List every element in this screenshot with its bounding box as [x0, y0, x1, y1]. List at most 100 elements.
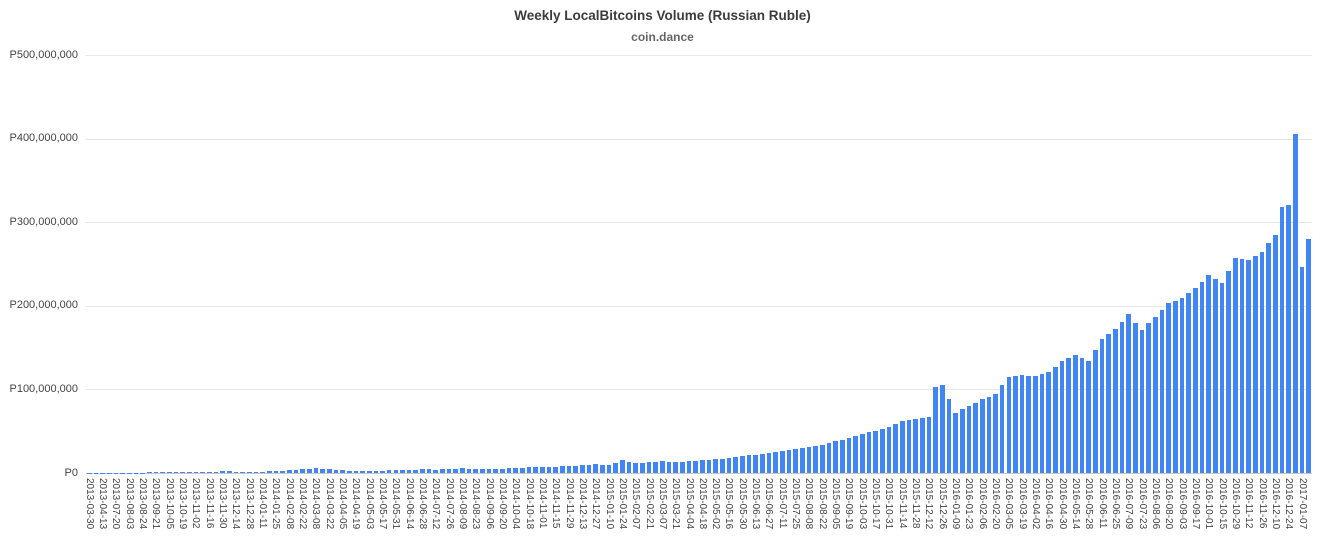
volume-bar[interactable] — [806, 447, 812, 473]
volume-bar[interactable] — [873, 431, 878, 473]
volume-bar[interactable] — [480, 468, 485, 473]
volume-bar[interactable] — [1159, 309, 1165, 473]
volume-bar[interactable] — [966, 406, 972, 473]
volume-bar[interactable] — [566, 466, 572, 473]
volume-bar[interactable] — [473, 468, 479, 473]
volume-bar[interactable] — [266, 471, 272, 473]
volume-bar[interactable] — [893, 424, 898, 473]
volume-bar[interactable] — [180, 472, 185, 473]
volume-bar[interactable] — [646, 462, 652, 473]
volume-bar[interactable] — [240, 471, 245, 473]
volume-bar[interactable] — [1146, 323, 1152, 473]
volume-bar[interactable] — [426, 469, 432, 473]
volume-bar[interactable] — [580, 465, 585, 473]
volume-bar[interactable] — [1059, 360, 1065, 473]
volume-bar[interactable] — [1286, 204, 1291, 473]
volume-bar[interactable] — [1219, 283, 1225, 473]
volume-bar[interactable] — [1086, 360, 1092, 473]
volume-bar[interactable] — [1299, 266, 1305, 473]
volume-bar[interactable] — [1233, 258, 1238, 473]
volume-bar[interactable] — [999, 385, 1005, 473]
volume-bar[interactable] — [546, 466, 552, 473]
volume-bar[interactable] — [1099, 339, 1105, 473]
volume-bar[interactable] — [660, 461, 665, 473]
volume-bar[interactable] — [1013, 376, 1018, 473]
volume-bar[interactable] — [686, 461, 692, 473]
volume-bar[interactable] — [406, 469, 412, 473]
volume-bar[interactable] — [919, 418, 925, 473]
volume-bar[interactable] — [506, 468, 512, 473]
volume-bar[interactable] — [1259, 252, 1265, 473]
volume-bar[interactable] — [799, 448, 805, 473]
volume-bar[interactable] — [1066, 358, 1072, 473]
volume-bar[interactable] — [713, 459, 718, 473]
volume-bar[interactable] — [1033, 376, 1038, 473]
volume-bar[interactable] — [819, 444, 825, 473]
volume-bar[interactable] — [1039, 374, 1045, 473]
volume-bar[interactable] — [1166, 303, 1172, 473]
volume-bar[interactable] — [1213, 279, 1218, 473]
volume-bar[interactable] — [866, 432, 872, 473]
volume-bar[interactable] — [913, 419, 918, 473]
volume-bar[interactable] — [1199, 281, 1205, 473]
volume-bar[interactable] — [786, 450, 792, 473]
volume-bar[interactable] — [613, 462, 619, 473]
volume-bar[interactable] — [886, 427, 892, 473]
volume-bar[interactable] — [1226, 270, 1232, 473]
volume-bar[interactable] — [1193, 288, 1198, 473]
volume-bar[interactable] — [386, 470, 392, 473]
volume-bar[interactable] — [726, 457, 732, 473]
volume-bar[interactable] — [1173, 300, 1178, 473]
volume-bar[interactable] — [400, 470, 405, 473]
volume-bar[interactable] — [286, 469, 292, 473]
volume-bar[interactable] — [453, 468, 459, 473]
volume-bar[interactable] — [1253, 256, 1258, 473]
volume-bar[interactable] — [979, 399, 985, 473]
volume-bar[interactable] — [1113, 329, 1118, 473]
volume-bar[interactable] — [1079, 358, 1085, 473]
volume-bar[interactable] — [346, 470, 352, 473]
volume-bar[interactable] — [300, 469, 305, 473]
volume-bar[interactable] — [160, 472, 165, 473]
volume-bar[interactable] — [1179, 298, 1185, 473]
volume-bar[interactable] — [1046, 371, 1052, 473]
volume-bar[interactable] — [560, 466, 565, 473]
volume-bar[interactable] — [946, 399, 952, 473]
volume-bar[interactable] — [153, 472, 159, 473]
volume-bar[interactable] — [373, 470, 379, 473]
volume-bar[interactable] — [600, 464, 605, 473]
volume-bar[interactable] — [779, 451, 785, 473]
volume-bar[interactable] — [753, 454, 758, 473]
volume-bar[interactable] — [333, 469, 339, 473]
volume-bar[interactable] — [166, 472, 172, 473]
volume-bar[interactable] — [1279, 207, 1285, 473]
volume-bar[interactable] — [700, 460, 705, 473]
volume-bar[interactable] — [906, 420, 912, 473]
volume-bar[interactable] — [246, 471, 252, 473]
volume-bar[interactable] — [640, 462, 645, 473]
volume-bar[interactable] — [793, 449, 798, 473]
volume-bar[interactable] — [773, 452, 778, 473]
volume-bar[interactable] — [1273, 234, 1278, 473]
volume-bar[interactable] — [206, 471, 212, 473]
volume-bar[interactable] — [606, 465, 612, 473]
volume-bar[interactable] — [899, 421, 905, 473]
volume-bar[interactable] — [933, 386, 938, 473]
volume-bar[interactable] — [673, 461, 678, 473]
volume-bar[interactable] — [986, 396, 992, 473]
volume-bar[interactable] — [533, 467, 539, 473]
volume-bar[interactable] — [513, 467, 519, 473]
volume-bar[interactable] — [593, 464, 599, 473]
volume-bar[interactable] — [1119, 321, 1125, 473]
volume-bar[interactable] — [853, 435, 858, 473]
volume-bar[interactable] — [1186, 293, 1192, 473]
volume-bar[interactable] — [719, 458, 725, 473]
volume-bar[interactable] — [766, 452, 772, 473]
volume-bar[interactable] — [1006, 376, 1012, 473]
volume-bar[interactable] — [353, 470, 359, 473]
volume-bar[interactable] — [693, 460, 698, 473]
volume-bar[interactable] — [553, 466, 559, 473]
volume-bar[interactable] — [1133, 322, 1138, 473]
volume-bar[interactable] — [680, 461, 685, 473]
volume-bar[interactable] — [1126, 314, 1132, 473]
